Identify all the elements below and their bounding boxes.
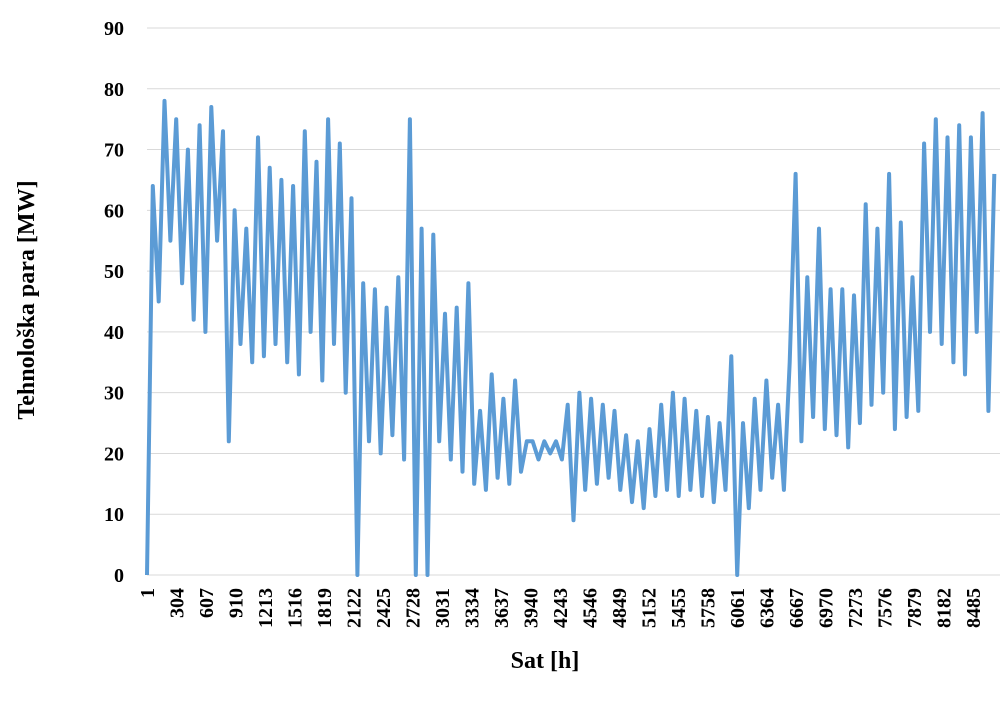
x-tick-label: 6061 bbox=[727, 588, 749, 628]
x-tick-label: 1516 bbox=[285, 588, 307, 628]
y-tick-label: 20 bbox=[104, 443, 124, 465]
y-tick-label: 90 bbox=[104, 18, 124, 40]
x-tick-label: 6667 bbox=[786, 588, 808, 628]
x-tick-label: 4849 bbox=[609, 588, 631, 628]
x-tick-label: 910 bbox=[226, 588, 248, 618]
y-tick-label: 40 bbox=[104, 322, 124, 344]
x-axis-title: Sat [h] bbox=[511, 648, 580, 674]
x-tick-label: 8182 bbox=[934, 588, 956, 628]
x-tick-label: 1819 bbox=[314, 588, 336, 628]
x-tick-label: 5455 bbox=[668, 588, 690, 628]
x-tick-label: 5758 bbox=[698, 588, 720, 628]
y-tick-label: 0 bbox=[114, 565, 124, 587]
x-tick-label: 3637 bbox=[491, 588, 513, 628]
x-tick-label: 7273 bbox=[845, 588, 867, 628]
y-tick-label: 30 bbox=[104, 383, 124, 405]
x-tick-label: 1213 bbox=[255, 588, 277, 628]
y-axis-title: Tehnološka para [MW] bbox=[14, 180, 40, 419]
x-tick-label: 607 bbox=[196, 588, 218, 618]
y-tick-label: 10 bbox=[104, 504, 124, 526]
x-tick-label: 4546 bbox=[580, 588, 602, 628]
y-tick-label: 80 bbox=[104, 79, 124, 101]
data-line bbox=[145, 98, 997, 577]
y-tick-label: 60 bbox=[104, 200, 124, 222]
x-tick-label: 2425 bbox=[373, 588, 395, 628]
x-tick-label: 2728 bbox=[403, 588, 425, 628]
x-tick-label: 5152 bbox=[639, 588, 661, 628]
x-tick-label: 3940 bbox=[521, 588, 543, 628]
x-tick-label: 3334 bbox=[462, 588, 484, 628]
x-tick-label: 3031 bbox=[432, 588, 454, 628]
y-tick-label: 70 bbox=[104, 140, 124, 162]
x-tick-label: 8485 bbox=[963, 588, 985, 628]
x-tick-label: 2122 bbox=[344, 588, 366, 628]
x-tick-label: 6364 bbox=[757, 588, 779, 628]
x-tick-label: 6970 bbox=[816, 588, 838, 628]
x-tick-label: 1 bbox=[137, 588, 159, 598]
y-tick-label: 50 bbox=[104, 261, 124, 283]
x-tick-label: 7879 bbox=[904, 588, 926, 628]
x-tick-label: 7576 bbox=[875, 588, 897, 628]
x-tick-label: 304 bbox=[167, 588, 189, 618]
x-tick-label: 4243 bbox=[550, 588, 572, 628]
